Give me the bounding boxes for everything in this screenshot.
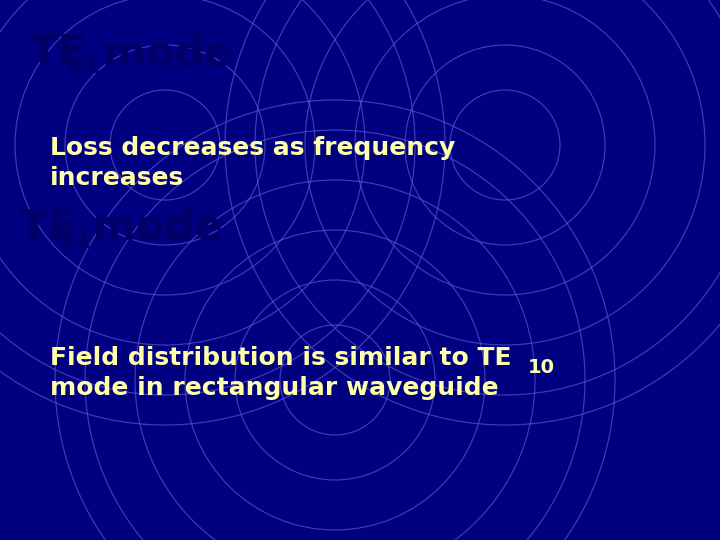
- Text: 11: 11: [58, 229, 91, 253]
- Text: Loss decreases as frequency: Loss decreases as frequency: [50, 136, 455, 160]
- Text: mode: mode: [88, 32, 233, 74]
- Text: increases: increases: [50, 166, 184, 190]
- Text: TE: TE: [30, 32, 87, 74]
- Text: mode: mode: [78, 207, 222, 249]
- Text: Field distribution is similar to TE: Field distribution is similar to TE: [50, 346, 511, 370]
- Text: TE: TE: [20, 207, 77, 249]
- Text: 10: 10: [528, 358, 555, 377]
- Text: mode in rectangular waveguide: mode in rectangular waveguide: [50, 376, 499, 400]
- Text: 01: 01: [68, 54, 101, 78]
